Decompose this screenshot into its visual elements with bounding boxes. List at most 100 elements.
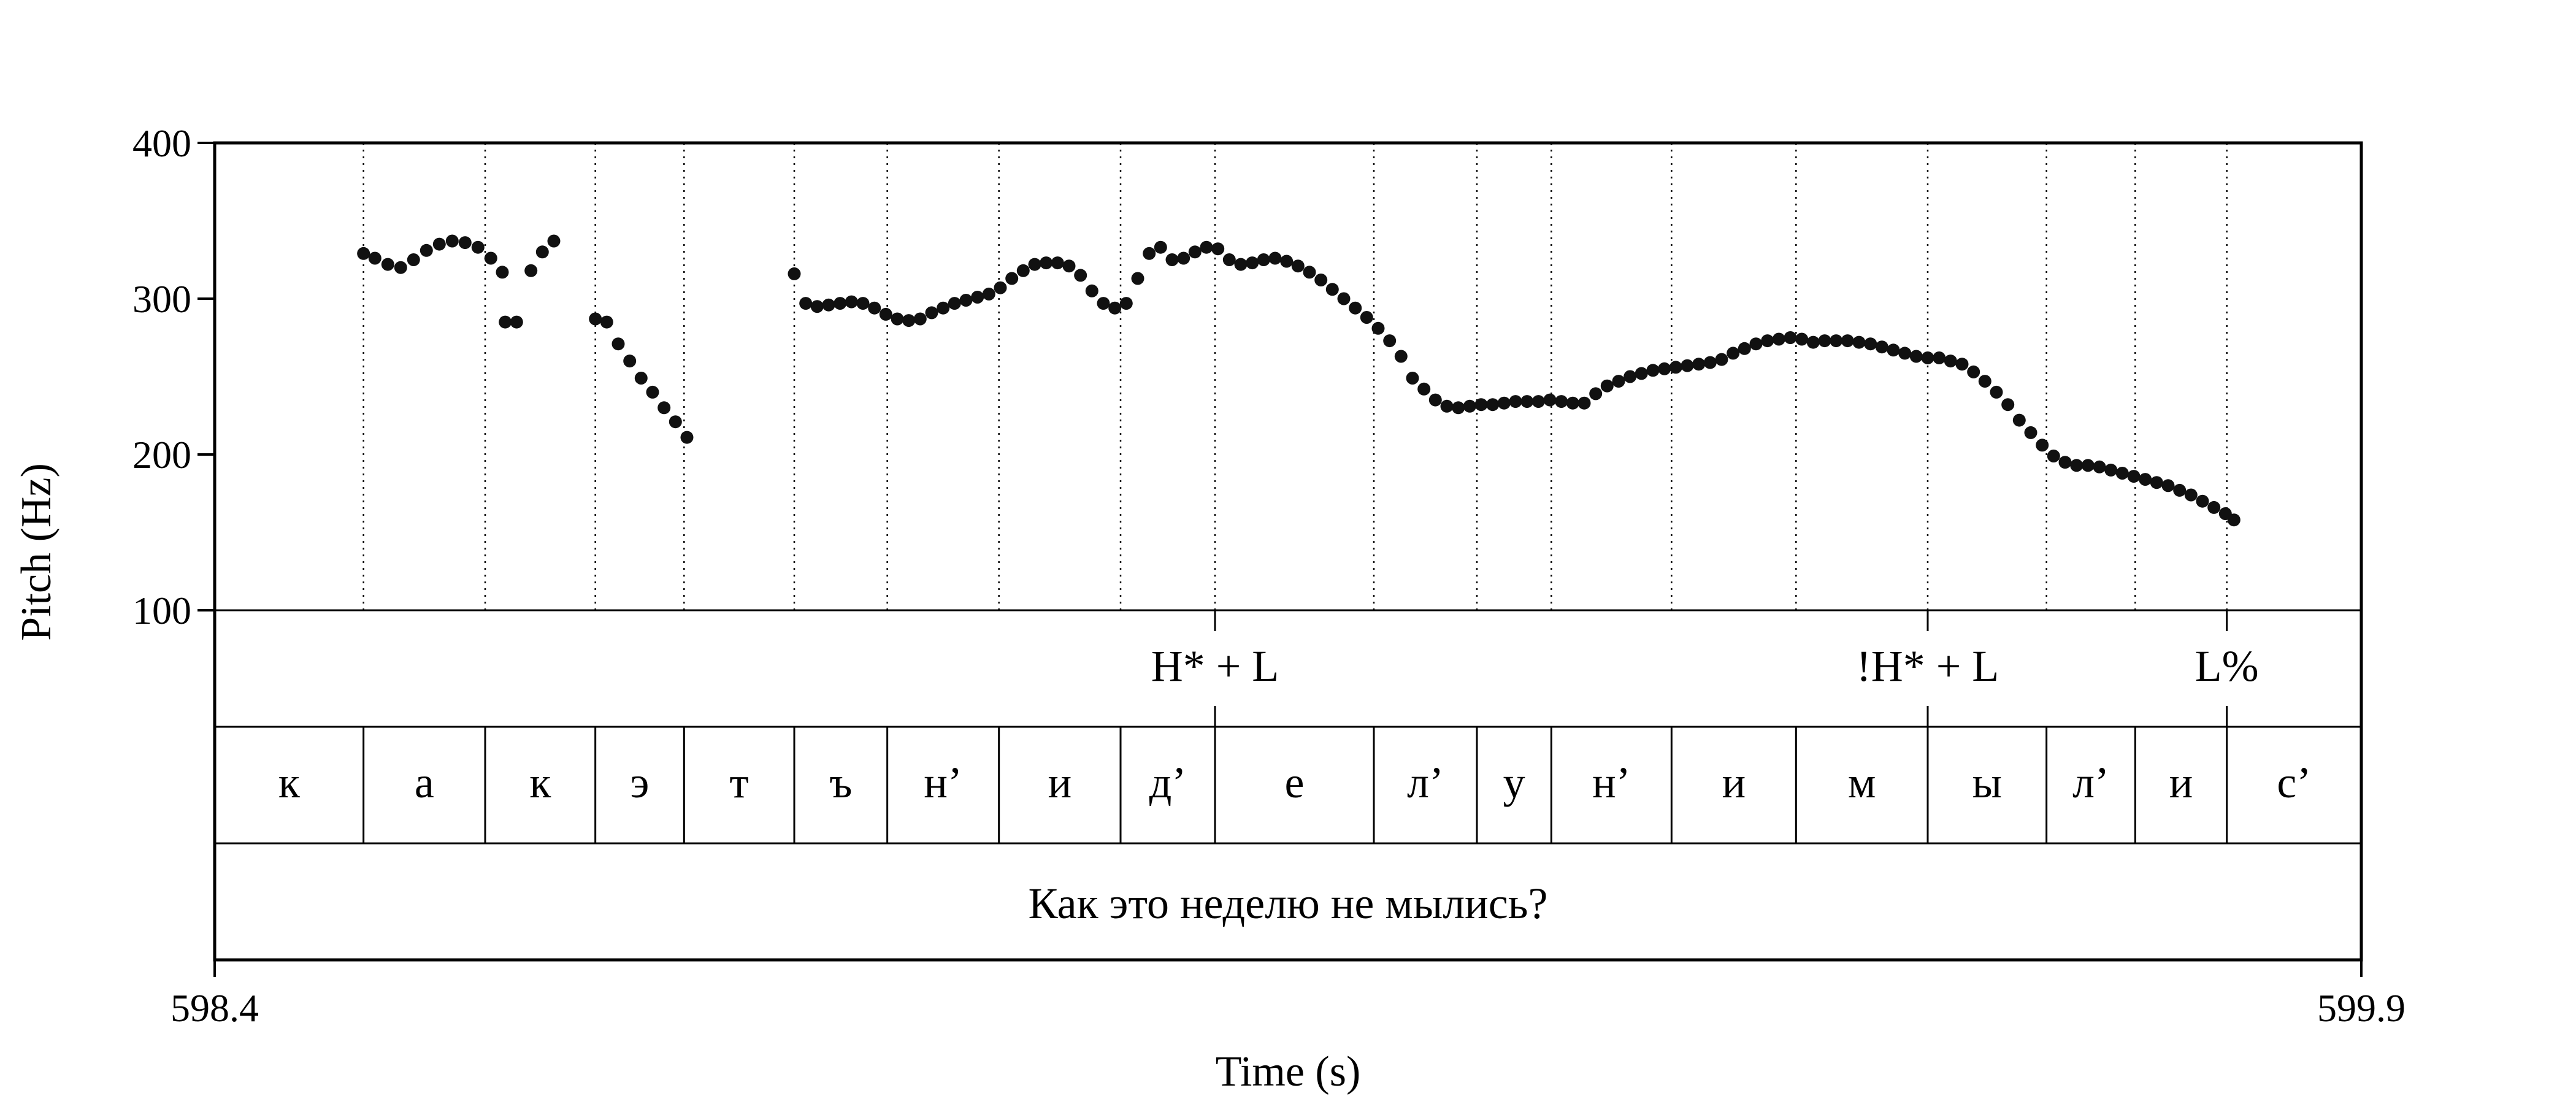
pitch-point [1600,379,1614,393]
pitch-point [1440,399,1454,413]
pitch-point [1303,266,1316,279]
pitch-point [2196,494,2209,508]
segment-label-6: н’ [924,758,962,807]
segment-label-16: л’ [2072,758,2109,807]
pitch-point [1577,396,1591,410]
pitch-point [788,267,801,280]
pitch-point [2058,456,2072,469]
pitch-point [1497,396,1511,410]
pitch-point [2070,459,2083,472]
pitch-point [913,312,927,326]
pitch-point [510,315,523,329]
tone-label-1: !H* + L [1857,642,1999,691]
segment-label-10: л’ [1407,758,1444,807]
boundary-layer [362,143,2228,843]
y-axis-title: Pitch (Hz) [13,463,60,641]
pitch-point [1795,332,1809,346]
pitch-point [1898,347,1912,360]
pitch-points [357,234,2241,527]
pitch-point [1234,258,1248,271]
pitch-point [657,401,671,415]
pitch-point [669,415,682,429]
y-tick-label-400: 400 [132,121,191,165]
pitch-point [1406,372,1419,385]
pitch-point [1074,269,1087,282]
segment-label-7: и [1048,758,1072,807]
tone-tier: H* + L !H* + L L% [1151,610,2259,727]
pitch-point [1806,335,1820,349]
pitch-point [822,298,835,312]
plot-frame [213,141,2363,962]
pitch-point [868,301,881,315]
pitch-point [1417,382,1431,396]
pitch-point [1509,395,1522,408]
pitch-point [2001,398,2015,412]
pitch-point [799,297,813,310]
pitch-point [2227,513,2241,527]
segment-label-2: к [529,758,551,807]
pitch-point [925,306,938,320]
pitch-point [1738,342,1751,355]
pitch-point [1681,359,1694,372]
pitch-point [1864,337,1877,351]
x-tick-label-end: 599.9 [2317,986,2405,1030]
pitch-point [1154,240,1167,254]
pitch-point [1589,387,1603,401]
x-axis-title: Time (s) [1216,1048,1361,1095]
pitch-point [2024,426,2037,439]
pitch-point [611,337,625,351]
segment-label-8: д’ [1149,758,1187,807]
pitch-point [623,355,637,368]
pitch-point [1360,311,1373,324]
pitch-point [496,266,509,279]
pitch-point [2036,439,2049,452]
segment-label-3: э [631,758,650,807]
pitch-point [471,240,485,254]
pitch-point [891,312,904,326]
pitch-point [1085,284,1098,297]
pitch-point [1394,350,1408,363]
pitch-point [948,297,961,310]
pitch-point [1143,247,1156,260]
pitch-point [1188,245,1202,259]
pitch-point [1967,365,1980,378]
pitch-point [368,251,381,265]
pitch-point [1474,398,1488,412]
pitch-point [1658,362,1671,375]
pitch-point [1246,256,1259,270]
pitch-point [1784,331,1797,344]
pitch-point [680,431,694,444]
pitch-point [1257,253,1270,266]
pitch-point [937,301,950,315]
pitch-point [1520,395,1534,408]
pitch-point [1635,367,1648,380]
y-tick-label-100: 100 [132,589,191,632]
pitch-point [1383,334,1397,348]
pitch-point [2150,476,2163,489]
pitch-point [1933,351,1946,364]
pitch-point [834,297,847,310]
pitch-point [432,237,446,251]
pitch-point [1051,256,1064,270]
pitch-point [1761,334,1774,348]
pitch-point [2104,463,2118,477]
pitch-point [1028,258,1041,271]
pitch-point [2127,470,2141,483]
pitch-point [381,258,394,271]
pitch-point [2161,479,2175,493]
pitch-point [810,300,824,313]
pitch-point [2184,488,2198,502]
pitch-point [1119,297,1133,310]
pitch-point [524,264,538,277]
pitch-point [458,236,472,250]
pitch-point [1531,395,1545,408]
pitch-point [2081,459,2095,472]
segment-label-15: ы [1972,758,2002,807]
pitch-point [535,245,549,259]
pitch-point [1887,343,1900,357]
pitch-point [1612,375,1625,388]
pitch-point [1337,292,1351,305]
pitch-point [2115,467,2129,480]
pitch-point [600,315,613,329]
segment-label-12: н’ [1592,758,1631,807]
